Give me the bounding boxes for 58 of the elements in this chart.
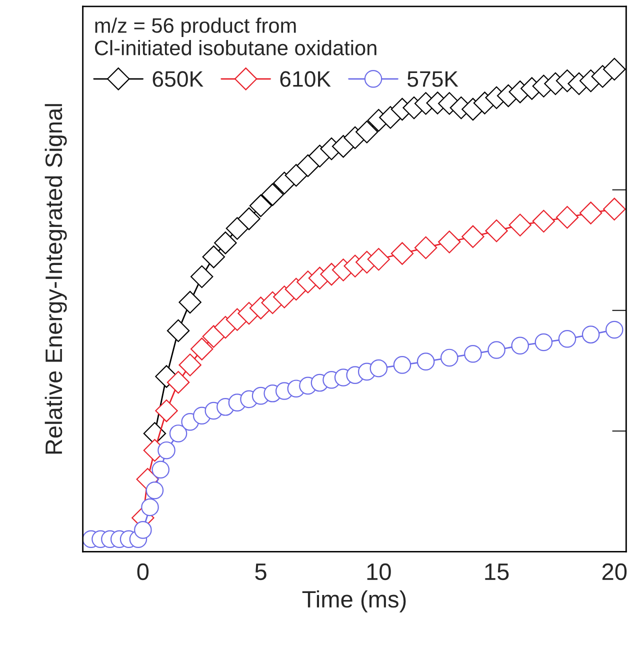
point: [226, 217, 249, 240]
point: [134, 521, 152, 539]
point: [532, 210, 556, 233]
point: [202, 325, 225, 348]
point: [155, 399, 178, 422]
x-axis-title: Time (ms): [302, 590, 406, 612]
point: [214, 232, 237, 254]
point: [356, 120, 378, 144]
point: [462, 225, 484, 248]
point: [158, 441, 176, 460]
point: [508, 214, 532, 236]
point: [178, 290, 202, 314]
x-tick-label: 5: [255, 564, 266, 580]
legend-label: 575K: [407, 71, 458, 87]
point: [178, 354, 202, 376]
point: [579, 202, 602, 224]
point: [511, 336, 529, 355]
x-tick-label: 10: [367, 563, 391, 580]
point: [370, 359, 388, 378]
point: [202, 246, 225, 268]
point: [169, 424, 188, 442]
point: [166, 319, 190, 342]
point: [393, 356, 412, 374]
point: [190, 338, 214, 360]
point: [440, 348, 458, 367]
point: [141, 498, 159, 516]
point: [166, 370, 190, 394]
x-tick-label: 15: [485, 564, 509, 580]
point: [296, 154, 320, 178]
legend-label: 610K: [280, 71, 331, 87]
y-axis-title: Relative Energy-Integrated Signal: [44, 104, 67, 454]
point: [438, 230, 461, 254]
point: [190, 265, 214, 288]
point: [605, 320, 624, 339]
point: [249, 194, 272, 218]
point: [488, 341, 506, 359]
point: [261, 183, 284, 206]
point: [558, 330, 576, 348]
point: [146, 481, 164, 500]
point: [152, 460, 170, 479]
point: [603, 198, 626, 220]
point: [603, 58, 626, 81]
point: [534, 333, 553, 352]
point: [284, 164, 308, 187]
point: [582, 326, 600, 344]
point: [332, 135, 355, 158]
legend-label: 650K: [152, 71, 204, 87]
point: [416, 352, 435, 370]
point: [238, 207, 260, 230]
point: [367, 248, 390, 271]
point: [464, 344, 482, 363]
legend-title: m/z = 56 product from Cl-initiated isobutane oxidation: [94, 18, 376, 56]
point: [390, 242, 414, 265]
point: [556, 206, 579, 229]
point: [414, 236, 438, 260]
x-tick-label: 20: [602, 563, 627, 580]
x-tick-label: 0: [137, 563, 149, 580]
point: [485, 219, 508, 242]
